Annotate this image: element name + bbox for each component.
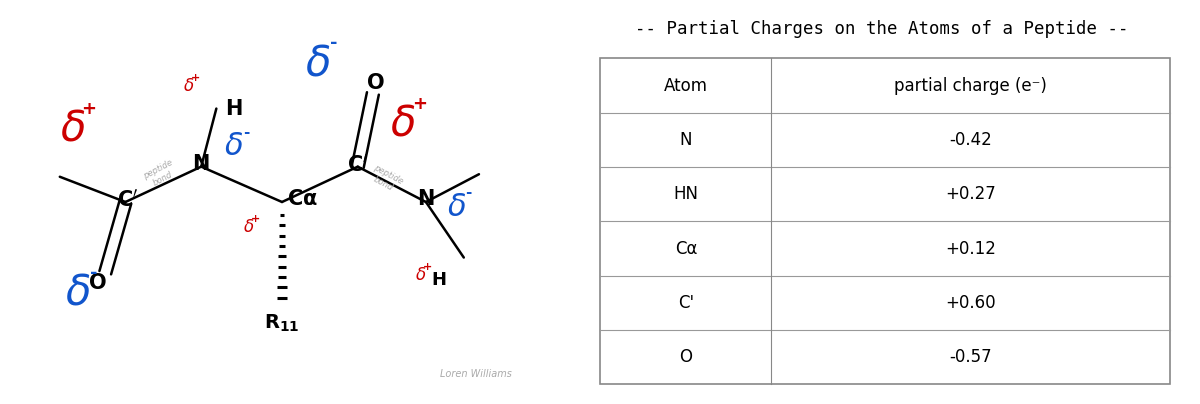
Text: $\mathbf{H}$: $\mathbf{H}$ bbox=[226, 99, 242, 119]
Text: $\delta$: $\delta$ bbox=[415, 266, 426, 284]
Bar bbox=[600, 59, 1170, 384]
Text: $\mathbf{N}$: $\mathbf{N}$ bbox=[192, 154, 210, 174]
Text: -: - bbox=[244, 124, 250, 139]
Text: Loren Williams: Loren Williams bbox=[440, 369, 511, 379]
Text: -: - bbox=[90, 264, 98, 282]
Text: N: N bbox=[679, 131, 692, 149]
Text: $\mathbf{C'}$: $\mathbf{C'}$ bbox=[347, 153, 368, 175]
Text: $\delta$: $\delta$ bbox=[446, 193, 466, 221]
Text: +: + bbox=[413, 95, 427, 113]
Text: $\delta$: $\delta$ bbox=[244, 218, 254, 236]
Text: peptide
bond: peptide bond bbox=[142, 158, 180, 190]
Text: $\delta$: $\delta$ bbox=[182, 77, 194, 95]
Text: $\mathbf{N}$: $\mathbf{N}$ bbox=[418, 189, 434, 210]
Text: +: + bbox=[191, 73, 200, 83]
Text: +0.12: +0.12 bbox=[944, 240, 996, 257]
Text: $\delta$: $\delta$ bbox=[305, 42, 330, 84]
Text: $\delta$: $\delta$ bbox=[60, 108, 85, 150]
Text: O: O bbox=[679, 348, 692, 366]
Text: $\mathbf{C\alpha}$: $\mathbf{C\alpha}$ bbox=[287, 189, 318, 210]
Text: $\delta$: $\delta$ bbox=[390, 103, 416, 145]
Text: $\mathbf{O}$: $\mathbf{O}$ bbox=[366, 73, 385, 93]
Text: peptide
bond: peptide bond bbox=[367, 163, 404, 196]
Text: $\mathbf{C'}$: $\mathbf{C'}$ bbox=[118, 189, 139, 210]
Text: $\mathbf{O}$: $\mathbf{O}$ bbox=[89, 273, 107, 293]
Text: Atom: Atom bbox=[664, 77, 708, 95]
Text: HN: HN bbox=[673, 185, 698, 203]
Text: Cα: Cα bbox=[674, 240, 697, 257]
Text: -0.57: -0.57 bbox=[949, 348, 991, 366]
Text: +0.27: +0.27 bbox=[946, 185, 996, 203]
Text: -: - bbox=[466, 185, 472, 200]
Text: -0.42: -0.42 bbox=[949, 131, 992, 149]
Text: C': C' bbox=[678, 294, 694, 312]
Text: -- Partial Charges on the Atoms of a Peptide --: -- Partial Charges on the Atoms of a Pep… bbox=[635, 20, 1129, 38]
Text: $\delta$: $\delta$ bbox=[65, 272, 90, 314]
Text: partial charge (e⁻): partial charge (e⁻) bbox=[894, 77, 1046, 95]
Text: $\mathbf{R_{11}}$: $\mathbf{R_{11}}$ bbox=[264, 313, 300, 335]
Text: $\mathbf{H}$: $\mathbf{H}$ bbox=[431, 271, 446, 289]
Text: +: + bbox=[251, 215, 260, 224]
Text: +: + bbox=[422, 262, 432, 272]
Text: +0.60: +0.60 bbox=[946, 294, 996, 312]
Text: $\delta$: $\delta$ bbox=[224, 132, 244, 161]
Text: +: + bbox=[82, 100, 96, 118]
Text: -: - bbox=[330, 34, 337, 53]
